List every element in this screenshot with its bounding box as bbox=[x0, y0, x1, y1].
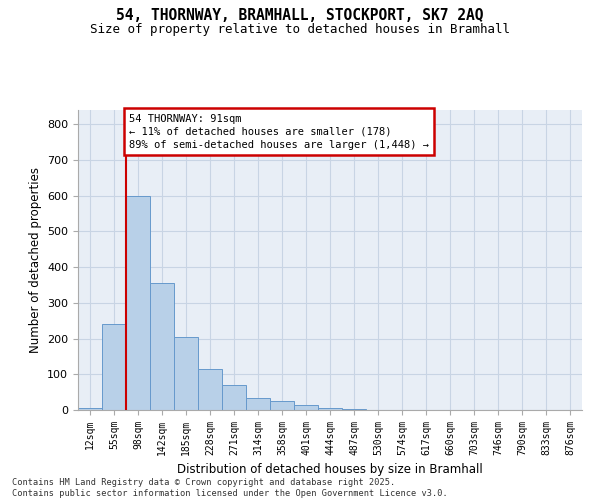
Bar bbox=[102, 324, 126, 410]
Text: Contains HM Land Registry data © Crown copyright and database right 2025.
Contai: Contains HM Land Registry data © Crown c… bbox=[12, 478, 448, 498]
Bar bbox=[246, 398, 270, 410]
Text: Size of property relative to detached houses in Bramhall: Size of property relative to detached ho… bbox=[90, 22, 510, 36]
Bar bbox=[174, 337, 198, 410]
Bar bbox=[150, 283, 174, 410]
Text: 54, THORNWAY, BRAMHALL, STOCKPORT, SK7 2AQ: 54, THORNWAY, BRAMHALL, STOCKPORT, SK7 2… bbox=[116, 8, 484, 22]
Bar bbox=[222, 385, 246, 410]
Bar bbox=[270, 401, 294, 410]
Y-axis label: Number of detached properties: Number of detached properties bbox=[29, 167, 41, 353]
Bar bbox=[294, 404, 318, 410]
Bar bbox=[198, 369, 222, 410]
Text: 54 THORNWAY: 91sqm
← 11% of detached houses are smaller (178)
89% of semi-detach: 54 THORNWAY: 91sqm ← 11% of detached hou… bbox=[129, 114, 429, 150]
Bar bbox=[318, 408, 342, 410]
Bar bbox=[78, 408, 102, 410]
Bar bbox=[126, 196, 150, 410]
X-axis label: Distribution of detached houses by size in Bramhall: Distribution of detached houses by size … bbox=[177, 464, 483, 476]
